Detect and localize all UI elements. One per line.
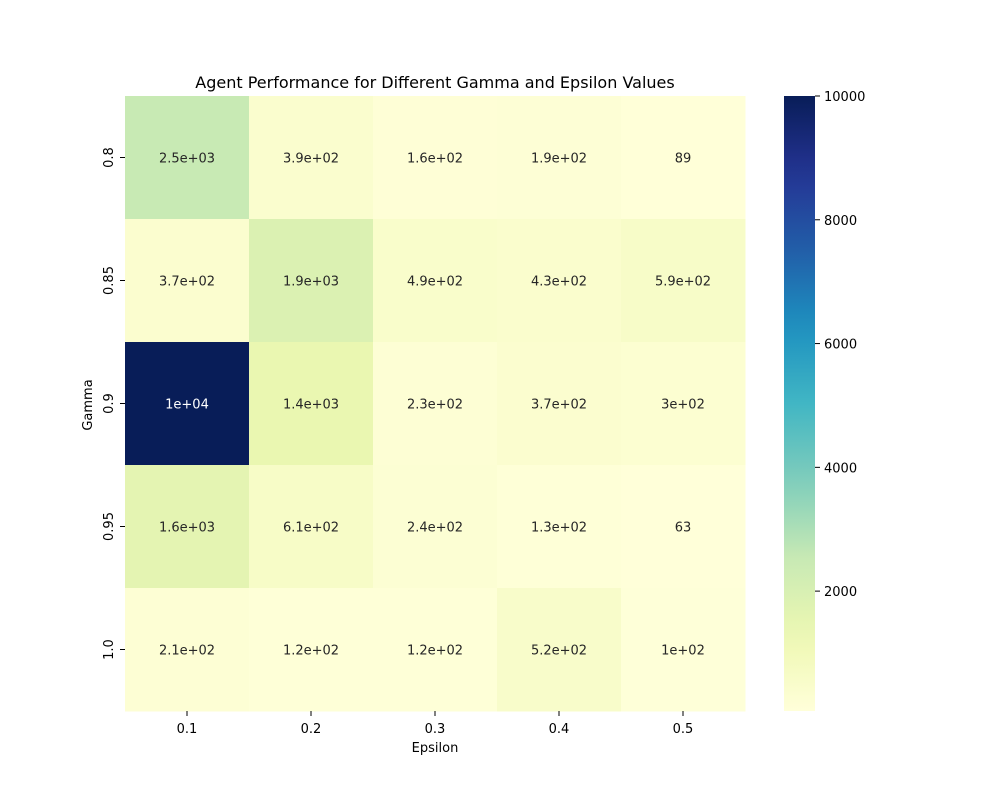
y-tick-label: 0.8	[102, 147, 117, 168]
cell-label: 4.9e+02	[407, 275, 463, 290]
cell-label: 1.9e+02	[531, 152, 587, 167]
x-tick-label: 0.5	[673, 722, 694, 737]
x-tick-label: 0.4	[549, 722, 570, 737]
x-axis: 0.1 0.2 0.3 0.4 0.5	[177, 711, 694, 737]
heatmap-cell	[249, 588, 374, 712]
y-tick-label: 0.95	[102, 512, 117, 541]
cell-label: 3.9e+02	[283, 152, 339, 167]
heatmap-cell	[125, 96, 250, 220]
heatmap-cell	[621, 588, 746, 712]
cell-label: 1.2e+02	[283, 644, 339, 659]
heatmap-cell	[621, 465, 746, 589]
y-axis: 0.8 0.85 0.9 0.95 1.0	[102, 147, 125, 660]
colorbar	[784, 96, 815, 711]
heatmap-cell	[373, 219, 498, 343]
x-tick-label: 0.3	[425, 722, 446, 737]
cell-label: 63	[675, 521, 692, 536]
heatmap-cell	[373, 465, 498, 589]
cell-label: 1.3e+02	[531, 521, 587, 536]
cell-label: 3.7e+02	[159, 275, 215, 290]
heatmap-cell	[249, 96, 374, 220]
colorbar-tick-label: 8000	[824, 214, 857, 229]
x-tick-label: 0.1	[177, 722, 198, 737]
y-tick-label: 1.0	[102, 639, 117, 660]
cell-label: 1.4e+03	[283, 398, 339, 413]
colorbar-tick-label: 4000	[824, 461, 857, 476]
heatmap-cell	[621, 219, 746, 343]
heatmap-cell	[125, 465, 250, 589]
colorbar-tick-label: 6000	[824, 338, 857, 353]
heatmap-cell	[621, 342, 746, 466]
chart-title: Agent Performance for Different Gamma an…	[195, 73, 674, 92]
heatmap-cell	[621, 96, 746, 220]
cell-label: 2.1e+02	[159, 644, 215, 659]
cell-label: 1e+04	[165, 398, 209, 413]
cell-label: 6.1e+02	[283, 521, 339, 536]
colorbar-tick-label: 2000	[824, 585, 857, 600]
cell-label: 2.4e+02	[407, 521, 463, 536]
cell-label: 4.3e+02	[531, 275, 587, 290]
heatmap-cell	[497, 96, 622, 220]
heatmap-cells: 2.5e+03 3.9e+02 1.6e+02 1.9e+02 89 3.7e+02 1.9…	[125, 96, 746, 712]
colorbar-axis: 2000 4000 6000 8000 10000	[815, 90, 865, 600]
heatmap-cell	[125, 342, 250, 466]
cell-label: 1.9e+03	[283, 275, 339, 290]
heatmap-cell	[373, 342, 498, 466]
heatmap-cell	[249, 342, 374, 466]
x-axis-label: Epsilon	[412, 741, 459, 756]
heatmap-cell	[125, 588, 250, 712]
heatmap-cell	[497, 588, 622, 712]
heatmap-cell	[373, 588, 498, 712]
y-tick-label: 0.85	[102, 266, 117, 295]
cell-label: 1.2e+02	[407, 644, 463, 659]
heatmap-cell	[249, 219, 374, 343]
cell-label: 3e+02	[661, 398, 705, 413]
x-tick-label: 0.2	[301, 722, 322, 737]
cell-label: 2.5e+03	[159, 152, 215, 167]
heatmap-cell	[125, 219, 250, 343]
cell-label: 1.6e+03	[159, 521, 215, 536]
heatmap-cell	[249, 465, 374, 589]
cell-label: 3.7e+02	[531, 398, 587, 413]
heatmap-cell	[497, 219, 622, 343]
cell-label: 1.6e+02	[407, 152, 463, 167]
cell-label: 89	[675, 152, 692, 167]
cell-label: 1e+02	[661, 644, 705, 659]
cell-label: 2.3e+02	[407, 398, 463, 413]
cell-label: 5.2e+02	[531, 644, 587, 659]
y-tick-label: 0.9	[102, 393, 117, 414]
cell-label: 5.9e+02	[655, 275, 711, 290]
heatmap-cell	[497, 465, 622, 589]
heatmap-cell	[373, 96, 498, 220]
y-axis-label: Gamma	[81, 379, 96, 430]
heatmap-cell	[497, 342, 622, 466]
colorbar-tick-label: 10000	[824, 90, 865, 105]
